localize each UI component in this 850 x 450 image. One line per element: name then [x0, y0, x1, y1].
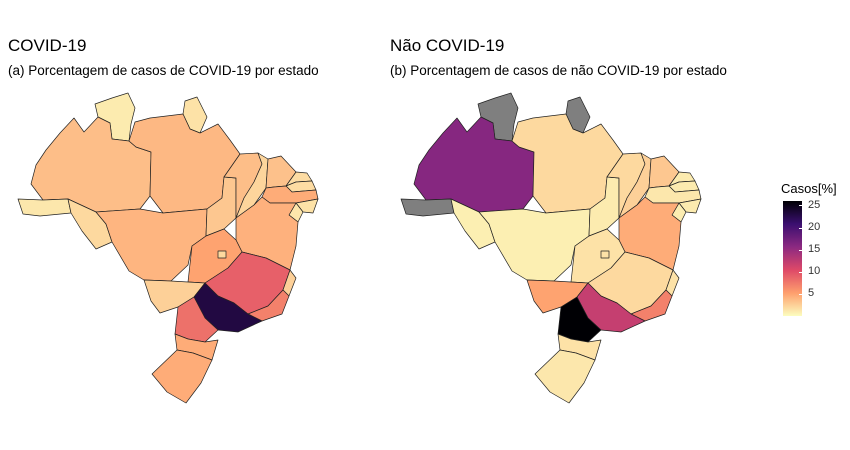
panel-b-title: Não COVID-19	[390, 36, 505, 55]
map-covid	[17, 92, 319, 404]
legend-tick-mark	[799, 205, 802, 207]
legend-tick-label: 25	[808, 198, 821, 211]
state-ac	[17, 198, 72, 217]
state-rs	[534, 349, 596, 404]
legend-colorbar	[783, 201, 802, 316]
legend-tick-mark	[799, 271, 802, 273]
state-df	[600, 250, 610, 259]
legend-title: Casos[%]	[781, 181, 837, 196]
panel-a-subtitle: (a) Porcentagem de casos de COVID-19 por…	[8, 63, 319, 78]
panel-a-title: COVID-19	[8, 36, 87, 55]
legend-tick-mark	[799, 249, 802, 251]
state-mt	[95, 208, 208, 282]
legend-tick-label: 10	[808, 265, 821, 278]
state-mt	[478, 208, 591, 282]
panel-b-subtitle: (b) Porcentagem de casos de não COVID-19…	[390, 63, 727, 78]
legend-tick-label: 20	[808, 221, 821, 234]
legend-tick-label: 5	[808, 287, 815, 300]
state-ac	[400, 198, 455, 217]
legend-tick-label: 15	[808, 243, 821, 256]
legend-tick-mark	[799, 227, 802, 229]
state-rs	[151, 349, 213, 404]
state-df	[217, 250, 227, 259]
legend-tick-mark	[799, 293, 802, 295]
map-nao-covid	[400, 92, 702, 404]
